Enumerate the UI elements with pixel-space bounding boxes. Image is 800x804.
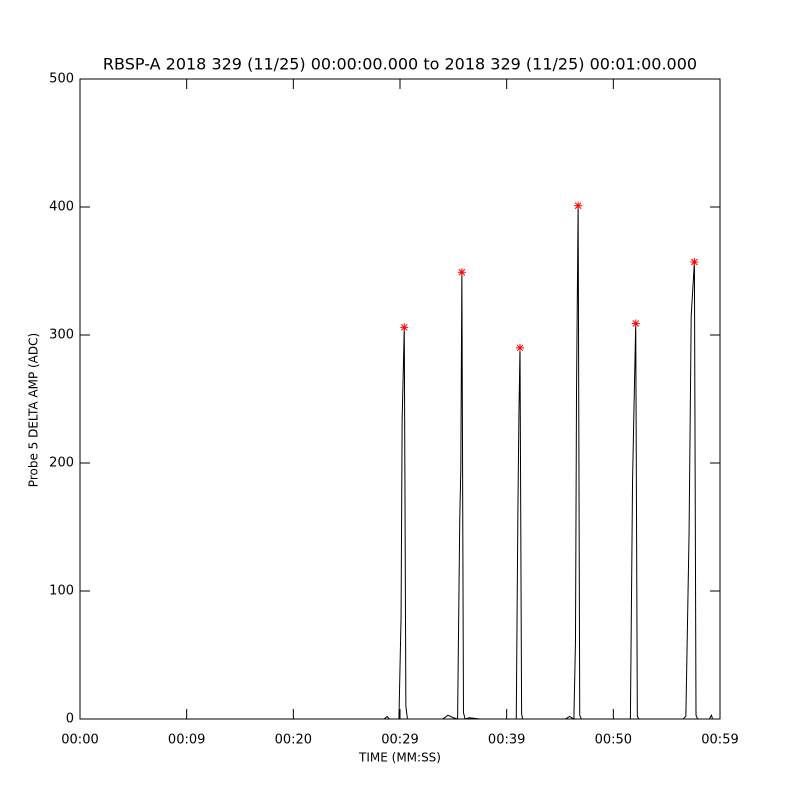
peak-marker-stroke bbox=[400, 323, 408, 331]
peak-marker bbox=[400, 323, 409, 332]
y-tick-label: 500 bbox=[49, 72, 74, 87]
x-tick-label: 00:00 bbox=[61, 733, 98, 748]
peak-marker-stroke bbox=[632, 320, 640, 327]
y-tick-label: 400 bbox=[49, 200, 74, 215]
x-tick-label: 00:59 bbox=[701, 733, 738, 748]
y-tick-label: 200 bbox=[49, 456, 74, 471]
peak-marker-stroke bbox=[516, 344, 524, 352]
peak-marker bbox=[457, 268, 466, 277]
x-tick-label: 00:20 bbox=[275, 733, 312, 748]
peak-marker-stroke bbox=[458, 268, 466, 276]
peak-marker-stroke bbox=[574, 202, 582, 210]
peak-marker bbox=[631, 319, 640, 328]
y-tick-label: 300 bbox=[49, 328, 74, 343]
peak-marker bbox=[516, 343, 524, 352]
peak-marker-stroke bbox=[691, 258, 698, 266]
y-tick-label: 0 bbox=[66, 712, 74, 727]
chart-title: RBSP-A 2018 329 (11/25) 00:00:00.000 to … bbox=[103, 55, 697, 74]
x-tick-label: 00:09 bbox=[168, 733, 205, 748]
x-tick-label: 00:29 bbox=[381, 733, 418, 748]
x-tick-label: 00:39 bbox=[488, 733, 525, 748]
y-axis-label: Probe 5 DELTA AMP (ADC) bbox=[27, 333, 41, 487]
data-line bbox=[80, 205, 720, 720]
peak-marker bbox=[690, 258, 699, 267]
y-tick-label: 100 bbox=[49, 584, 74, 599]
x-axis-label: TIME (MM:SS) bbox=[358, 751, 441, 765]
peak-marker bbox=[574, 201, 583, 210]
x-tick-label: 00:50 bbox=[595, 733, 632, 748]
